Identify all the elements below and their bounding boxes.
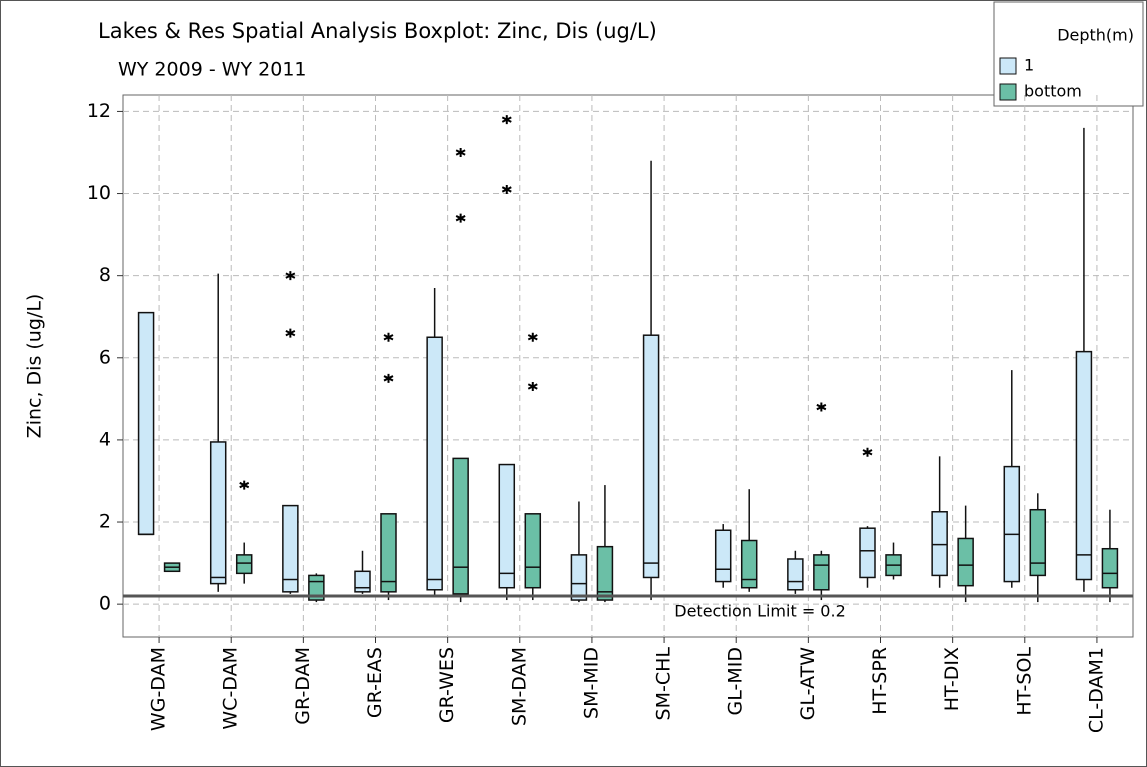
box [354, 570, 371, 593]
x-tick-label: CL-DAM1 [1085, 647, 1107, 733]
box [524, 513, 542, 589]
x-tick-label: WG-DAM [148, 647, 170, 731]
x-tick-label: GL-ATW [797, 647, 819, 721]
box [787, 558, 804, 591]
legend [993, 1, 1144, 107]
outlier [239, 480, 250, 490]
reference-label: Detection Limit = 0.2 [674, 601, 846, 620]
box [859, 527, 876, 579]
outlier [527, 382, 538, 392]
plot-area [122, 94, 1134, 638]
outlier [455, 147, 466, 157]
box [596, 545, 614, 601]
x-tick-label: GL-MID [725, 647, 747, 715]
box [931, 511, 948, 577]
box [642, 334, 660, 579]
box [235, 554, 253, 575]
x-tick-label: SM-MID [580, 647, 602, 719]
outlier [862, 447, 873, 457]
box [1101, 547, 1119, 589]
y-tick-label: 2 [99, 511, 111, 533]
outlier [501, 184, 512, 194]
y-tick-label: 10 [87, 182, 111, 204]
box [714, 529, 732, 583]
legend-label: bottom [1024, 82, 1082, 101]
outlier [285, 328, 296, 338]
x-tick-label: HT-DIX [941, 647, 963, 711]
box [1003, 465, 1021, 583]
box [452, 457, 469, 595]
legend-title: Depth(m) [1057, 26, 1134, 45]
y-axis-label: Zinc, Dis (ug/L) [24, 294, 46, 439]
box [570, 554, 588, 601]
x-tick-label: GR-WES [436, 647, 458, 723]
legend-swatch [999, 83, 1017, 101]
outlier [501, 115, 512, 125]
y-tick-label: 0 [99, 593, 111, 615]
box [1075, 350, 1093, 581]
chart-title: Lakes & Res Spatial Analysis Boxplot: Zi… [98, 19, 657, 43]
y-tick-label: 8 [99, 264, 111, 286]
box [282, 504, 299, 593]
outlier [383, 373, 394, 383]
outlier [285, 271, 296, 281]
box [740, 539, 758, 589]
legend-label: 1 [1024, 56, 1034, 75]
x-tick-label: HT-SPR [869, 647, 891, 715]
x-tick-label: GR-DAM [292, 647, 314, 725]
x-tick-label: SM-DAM [508, 647, 530, 726]
outlier [455, 213, 466, 223]
outlier [383, 332, 394, 342]
y-tick-label: 6 [99, 346, 111, 368]
legend-swatch [999, 57, 1017, 75]
box [498, 463, 516, 589]
box [380, 513, 397, 593]
outlier [816, 402, 827, 412]
box [137, 311, 155, 536]
box [1029, 508, 1047, 577]
x-tick-label: GR-EAS [364, 647, 386, 718]
y-tick-label: 12 [87, 100, 111, 122]
y-tick-label: 4 [99, 428, 111, 450]
chart-subtitle: WY 2009 - WY 2011 [118, 59, 307, 81]
box [209, 441, 227, 585]
box [426, 336, 443, 591]
x-tick-label: HT-SOL [1013, 647, 1035, 716]
box [813, 554, 830, 591]
x-tick-label: WC-DAM [220, 647, 242, 730]
box [957, 537, 974, 587]
x-tick-label: SM-CHL [653, 647, 675, 721]
outlier [527, 332, 538, 342]
